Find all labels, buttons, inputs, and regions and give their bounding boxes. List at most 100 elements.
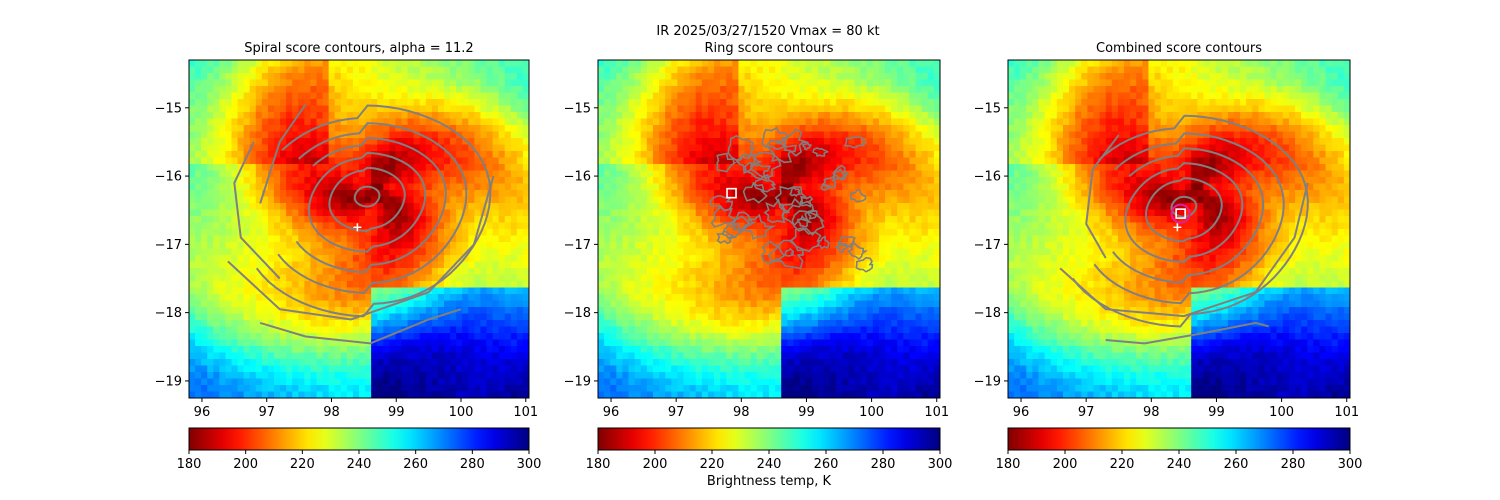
- image-cell: [377, 287, 384, 295]
- image-cell: [280, 125, 287, 133]
- image-cell: [371, 190, 378, 198]
- image-cell: [407, 112, 415, 120]
- image-cell: [610, 66, 617, 74]
- image-cell: [486, 99, 494, 107]
- image-cell: [683, 320, 691, 328]
- image-cell: [604, 333, 611, 341]
- image-cell: [468, 131, 475, 139]
- image-cell: [407, 235, 415, 243]
- image-cell: [255, 242, 263, 250]
- image-cell: [377, 183, 384, 191]
- image-cell: [225, 190, 233, 198]
- image-cell: [486, 261, 494, 269]
- image-cell: [310, 86, 318, 94]
- image-cell: [365, 378, 372, 386]
- image-cell: [811, 99, 819, 107]
- image-cell: [280, 99, 287, 107]
- image-cell: [213, 359, 220, 367]
- image-cell: [352, 229, 360, 237]
- image-cell: [646, 229, 654, 237]
- image-cell: [701, 99, 709, 107]
- image-cell: [610, 274, 617, 282]
- image-cell: [787, 99, 795, 107]
- image-cell: [389, 248, 397, 256]
- image-cell: [498, 333, 506, 341]
- image-cell: [750, 359, 758, 367]
- image-cell: [274, 365, 281, 373]
- image-cell: [781, 352, 788, 360]
- image-cell: [738, 196, 746, 204]
- image-cell: [756, 346, 764, 354]
- image-cell: [450, 339, 457, 347]
- image-cell: [707, 281, 715, 289]
- image-cell: [316, 92, 324, 100]
- panel-title: Ring score contours: [704, 41, 833, 56]
- image-cell: [219, 86, 227, 94]
- image-cell: [762, 307, 770, 315]
- image-cell: [346, 177, 354, 185]
- image-cell: [352, 177, 360, 185]
- image-cell: [225, 307, 233, 315]
- image-cell: [750, 138, 758, 146]
- image-cell: [395, 151, 403, 159]
- image-cell: [346, 86, 354, 94]
- image-cell: [522, 313, 529, 321]
- image-cell: [646, 281, 654, 289]
- image-cell: [322, 359, 330, 367]
- image-cell: [413, 144, 421, 152]
- image-cell: [805, 235, 813, 243]
- image-cell: [359, 105, 366, 113]
- image-cell: [377, 365, 384, 373]
- image-cell: [201, 144, 208, 152]
- image-cell: [659, 164, 666, 172]
- image-cell: [267, 391, 275, 398]
- image-cell: [793, 268, 801, 276]
- image-cell: [659, 391, 666, 398]
- image-cell: [498, 79, 506, 87]
- image-cell: [720, 118, 727, 126]
- image-cell: [480, 105, 488, 113]
- image-cell: [769, 307, 776, 315]
- image-cell: [510, 157, 518, 165]
- image-cell: [738, 294, 746, 302]
- image-cell: [659, 346, 666, 354]
- image-cell: [504, 352, 512, 360]
- image-cell: [516, 183, 524, 191]
- image-cell: [811, 216, 819, 224]
- image-cell: [732, 66, 740, 74]
- image-cell: [304, 73, 312, 81]
- image-cell: [401, 261, 409, 269]
- image-cell: [659, 183, 666, 191]
- image-cell: [419, 157, 427, 165]
- image-cell: [756, 209, 764, 217]
- image-cell: [310, 385, 318, 393]
- image-cell: [677, 131, 685, 139]
- image-cell: [383, 157, 390, 165]
- image-cell: [334, 138, 342, 146]
- image-cell: [340, 300, 348, 308]
- image-cell: [714, 287, 721, 295]
- image-cell: [640, 339, 648, 347]
- image-cell: [646, 339, 654, 347]
- image-cell: [738, 138, 746, 146]
- image-cell: [683, 281, 691, 289]
- image-cell: [468, 281, 475, 289]
- image-cell: [340, 183, 348, 191]
- image-cell: [359, 255, 366, 263]
- image-cell: [207, 365, 214, 373]
- image-cell: [213, 391, 220, 398]
- image-cell: [237, 352, 245, 360]
- image-cell: [195, 385, 202, 393]
- image-cell: [456, 294, 463, 302]
- image-cell: [328, 196, 336, 204]
- image-cell: [775, 235, 782, 243]
- image-cell: [616, 287, 624, 295]
- image-cell: [598, 170, 605, 178]
- image-cell: [522, 391, 529, 398]
- image-cell: [787, 125, 795, 133]
- image-cell: [640, 261, 648, 269]
- image-cell: [371, 118, 378, 126]
- image-cell: [720, 281, 727, 289]
- image-cell: [334, 294, 342, 302]
- image-cell: [720, 391, 727, 398]
